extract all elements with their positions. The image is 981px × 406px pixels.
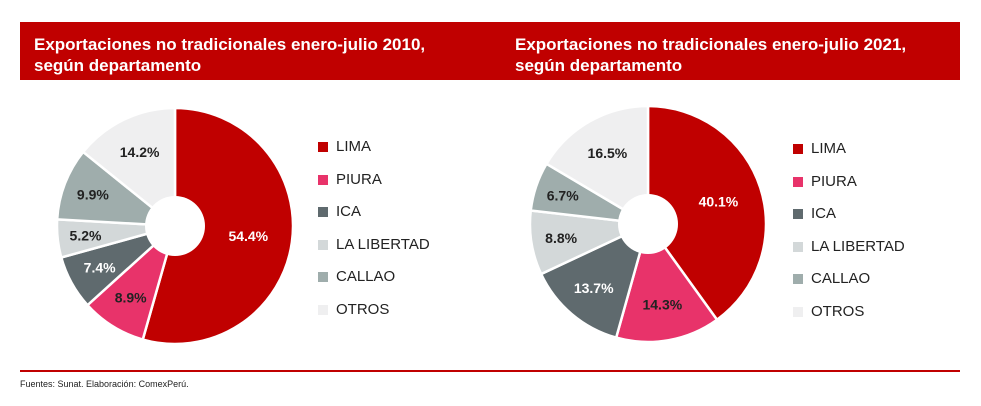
slice-callao xyxy=(55,150,179,228)
legend-swatch xyxy=(318,304,328,315)
legend-swatch xyxy=(793,209,803,219)
legend-swatch xyxy=(318,142,328,152)
legend-label: LIMA xyxy=(336,138,372,155)
legend-label: OTROS xyxy=(811,302,865,320)
legend-label: PIURA xyxy=(336,170,382,188)
legend-swatch xyxy=(318,207,328,217)
data-label-ica: 7.4% xyxy=(84,259,116,275)
data-label-ica: 13.7% xyxy=(574,280,614,296)
data-label-lima: 54.4% xyxy=(228,228,268,244)
data-label-callao: 6.7% xyxy=(547,187,579,203)
donut-hole xyxy=(145,196,205,256)
source-note: Fuentes: Sunat. Elaboración: ComexPerú. xyxy=(20,379,189,389)
chart-title-2021: Exportaciones no tradicionales enero-jul… xyxy=(515,35,907,75)
slice-otros xyxy=(81,106,177,229)
title-banner: Exportaciones no tradicionales enero-jul… xyxy=(20,22,960,80)
legend-swatch xyxy=(318,239,328,250)
slice-ica xyxy=(539,221,650,340)
slice-lima xyxy=(646,104,768,322)
legend-label: LA LIBERTAD xyxy=(811,237,905,255)
data-label-callao: 9.9% xyxy=(77,186,109,202)
legend-swatch xyxy=(793,144,803,154)
data-label-la-libertad: 5.2% xyxy=(70,228,102,244)
slice-otros xyxy=(544,104,650,227)
legend-swatch xyxy=(793,306,803,317)
legend-swatch xyxy=(793,274,803,284)
legend-label: PIURA xyxy=(811,172,857,190)
legend-label: CALLAO xyxy=(811,270,871,287)
legend-label: OTROS xyxy=(336,300,390,318)
pie-1: 40.1% 14.3% 13.7% 8.8% 6.7% 16.5% xyxy=(528,104,768,344)
data-label-otros: 14.2% xyxy=(120,144,160,160)
data-label-la-libertad: 8.8% xyxy=(545,230,577,246)
chart-title-2010: Exportaciones no tradicionales enero-jul… xyxy=(34,35,426,75)
data-label-otros: 16.5% xyxy=(588,145,628,161)
legend-swatch xyxy=(318,272,328,282)
legend-swatch xyxy=(793,241,803,252)
pie-0: 54.4% 8.9% 7.4% 5.2% 9.9% 14.2% xyxy=(55,106,295,346)
slice-piura xyxy=(614,221,719,344)
data-label-piura: 14.3% xyxy=(642,297,682,313)
legend-label: CALLAO xyxy=(336,268,396,285)
legend-label: ICA xyxy=(811,205,837,222)
data-label-lima: 40.1% xyxy=(699,193,739,209)
legend-swatch xyxy=(793,176,803,187)
legend-label: ICA xyxy=(336,203,362,220)
legend-swatch xyxy=(318,174,328,185)
footer-divider xyxy=(20,370,960,372)
legend-label: LA LIBERTAD xyxy=(336,235,430,253)
data-label-piura: 8.9% xyxy=(115,289,147,305)
legend-label: LIMA xyxy=(811,140,847,157)
donut-hole xyxy=(618,194,678,254)
slice-lima xyxy=(141,106,295,346)
